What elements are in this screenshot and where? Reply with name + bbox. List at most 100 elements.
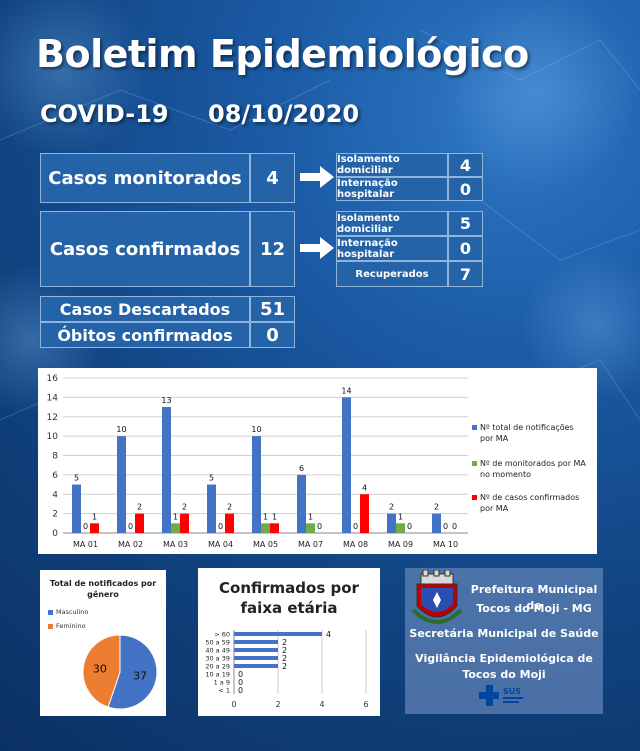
age-chart-title: Confirmados por faixa etária	[219, 579, 359, 617]
bar	[360, 494, 369, 533]
municipal-coat-of-arms-icon	[411, 570, 463, 624]
x-tick-label: 4	[319, 700, 324, 709]
monitored-hospital-value: 0	[448, 177, 483, 201]
bar	[162, 407, 171, 533]
x-tick-label: MA 09	[388, 540, 413, 549]
disease-label: COVID-19	[40, 100, 169, 128]
discarded-count: 51	[250, 296, 295, 322]
x-tick-label: 2	[275, 700, 280, 709]
data-label: 2	[282, 654, 287, 663]
y-tick-label: 6	[52, 471, 58, 481]
data-label: 4	[326, 630, 331, 639]
legend-label: por MA	[480, 434, 509, 443]
discarded-label: Casos Descartados	[40, 296, 250, 322]
sus-logo-text: SUS	[503, 687, 521, 696]
monitored-home-value: 4	[448, 153, 483, 177]
y-tick-label: 4	[52, 490, 58, 500]
x-tick-label: MA 03	[163, 540, 188, 549]
recovered-value: 7	[448, 261, 483, 287]
data-label: 1	[308, 512, 313, 521]
data-label: 0	[238, 686, 243, 695]
data-label: 1	[398, 512, 403, 521]
data-label: 2	[182, 503, 187, 512]
x-tick-label: MA 08	[343, 540, 368, 549]
bar	[117, 436, 126, 533]
legend-swatch	[48, 623, 53, 629]
data-label: 0	[443, 522, 448, 531]
legend-label: por MA	[480, 504, 509, 513]
bar	[234, 664, 278, 668]
bar	[72, 484, 81, 533]
pie-legend-female: Feminino	[48, 622, 86, 630]
bar	[225, 513, 234, 533]
data-label: 5	[74, 474, 79, 483]
y-tick-label: 2	[52, 510, 58, 520]
deaths-count: 0	[250, 322, 295, 348]
data-label: 13	[161, 396, 171, 405]
age-chart-panel: Confirmados por faixa etária 0 2 4 6 > 60 4 50…	[198, 568, 380, 716]
arrow-icon	[300, 166, 334, 188]
org-line-2: Tocos do Moji - MG	[476, 602, 592, 615]
bar	[207, 484, 216, 533]
bar	[135, 513, 144, 533]
org-line-4: Vigilância Epidemiológica de	[415, 652, 593, 665]
y-tick-label: 16	[47, 374, 59, 384]
monitored-hospital-label: Internação hospitalar	[336, 177, 448, 201]
ma-chart-panel: 0 2 4 6 8 10 12 14 16 MA 01 5 0 1 MA 02 10 0 2 MA 03 13 1 2 M…	[38, 368, 597, 554]
bar	[234, 632, 322, 636]
data-label: 2	[282, 662, 287, 671]
deaths-label: Óbitos confirmados	[40, 322, 250, 348]
bar	[432, 513, 441, 533]
y-tick-label: 0	[52, 529, 58, 539]
pie-legend-male: Masculino	[48, 608, 88, 616]
data-label: 2	[137, 503, 142, 512]
arrow-icon	[300, 237, 334, 259]
y-tick-label: 1 a 9	[214, 679, 230, 687]
bar	[234, 656, 278, 660]
y-tick-label: 20 a 29	[205, 663, 230, 671]
page-title: Boletim Epidemiológico	[36, 32, 529, 76]
monitored-home-label: Isolamento domiciliar	[336, 153, 448, 177]
sus-logo-icon: SUS	[479, 685, 523, 706]
x-tick-label: MA 05	[253, 540, 278, 549]
y-tick-label: 10 a 19	[205, 671, 230, 679]
data-label: 0	[83, 522, 88, 531]
x-tick-label: MA 04	[208, 540, 233, 549]
x-tick-label: MA 07	[298, 540, 323, 549]
bar	[252, 436, 261, 533]
age-bar-chart: 0 2 4 6 > 60 4 50 a 59 2 40 a 49 2 30 a 39 2 20 a 29…	[205, 630, 369, 709]
data-label: 0	[407, 522, 412, 531]
y-tick-label: 8	[52, 452, 58, 462]
data-label: 0	[238, 670, 243, 679]
bar	[171, 523, 180, 533]
x-tick-label: 0	[231, 700, 236, 709]
pie-slice	[82, 634, 121, 708]
bar	[180, 513, 189, 533]
confirmed-home-value: 5	[448, 211, 483, 236]
legend-swatch	[472, 461, 477, 466]
data-label: 2	[282, 646, 287, 655]
data-label: 10	[251, 425, 261, 434]
bar	[306, 523, 315, 533]
data-label: 2	[389, 503, 394, 512]
pie-data-label: 37	[133, 669, 147, 682]
y-tick-label: 50 a 59	[205, 639, 230, 647]
data-label: 6	[299, 464, 304, 473]
legend-label: Feminino	[56, 622, 86, 630]
bar	[387, 513, 396, 533]
bar	[396, 523, 405, 533]
data-label: 4	[362, 483, 367, 492]
data-label: 14	[341, 386, 351, 395]
data-label: 0	[317, 522, 322, 531]
y-tick-label: 12	[47, 413, 58, 423]
y-tick-label: < 1	[218, 687, 230, 695]
y-tick-label: 30 a 39	[205, 655, 230, 663]
recovered-label: Recuperados	[336, 261, 448, 287]
confirmed-home-label: Isolamento domiciliar	[336, 211, 448, 236]
monitored-label: Casos monitorados	[40, 153, 250, 203]
data-label: 1	[272, 512, 277, 521]
data-label: 0	[452, 522, 457, 531]
org-line-3: Secretária Municipal de Saúde	[409, 627, 599, 640]
